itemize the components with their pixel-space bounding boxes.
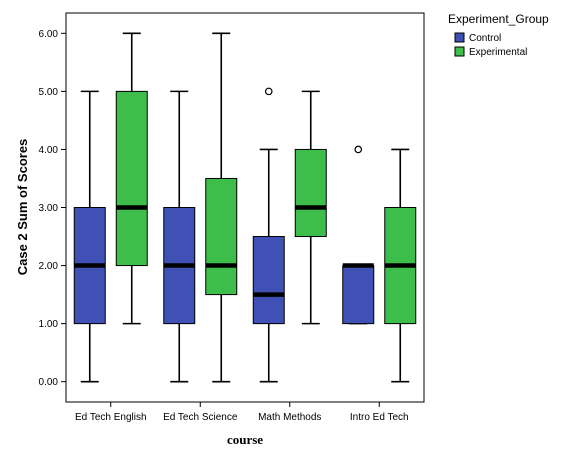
legend-item-experimental: Experimental xyxy=(454,46,527,58)
x-axis: Ed Tech English Ed Tech Science Math Metho… xyxy=(75,402,409,423)
x-tick-label: Intro Ed Tech xyxy=(350,412,409,423)
box-iqr xyxy=(342,265,375,325)
y-tick-label: 2.00 xyxy=(39,261,59,272)
outlier-point xyxy=(354,145,363,154)
legend-swatch xyxy=(454,32,465,43)
legend-label: Control xyxy=(469,33,501,44)
legend-label: Experimental xyxy=(469,47,527,58)
y-tick-label: 1.00 xyxy=(39,319,59,330)
box-experimental-2 xyxy=(294,90,327,325)
box-iqr xyxy=(115,90,148,267)
y-tick-label: 0.00 xyxy=(39,377,59,388)
legend-title: Experiment_Group xyxy=(448,12,549,26)
y-tick-label: 4.00 xyxy=(39,145,59,156)
box-iqr xyxy=(205,177,238,296)
box-experimental-0 xyxy=(115,32,148,325)
legend-item-control: Control xyxy=(454,32,501,44)
x-tick-label: Ed Tech Science xyxy=(163,412,238,423)
boxes xyxy=(73,32,417,383)
box-control-3 xyxy=(342,145,375,325)
box-control-2 xyxy=(252,87,285,383)
box-control-1 xyxy=(163,90,196,383)
y-axis: 0.00 1.00 2.00 3.00 4.00 5.00 6.00 xyxy=(39,29,66,388)
y-tick-label: 3.00 xyxy=(39,203,59,214)
x-axis-title: course xyxy=(227,432,263,447)
y-tick-label: 5.00 xyxy=(39,87,59,98)
box-control-0 xyxy=(73,90,106,383)
box-experimental-1 xyxy=(205,32,238,383)
legend-swatch xyxy=(454,46,465,57)
x-tick-label: Math Methods xyxy=(258,412,321,423)
box-experimental-3 xyxy=(384,148,417,383)
legend: Experiment_Group Control Experimental xyxy=(448,12,549,58)
y-tick-label: 6.00 xyxy=(39,29,59,40)
box-iqr xyxy=(294,148,327,238)
x-tick-label: Ed Tech English xyxy=(75,412,147,423)
box-iqr xyxy=(252,236,285,325)
outlier-point xyxy=(264,87,273,96)
y-axis-title: Case 2 Sum of Scores xyxy=(15,139,30,276)
